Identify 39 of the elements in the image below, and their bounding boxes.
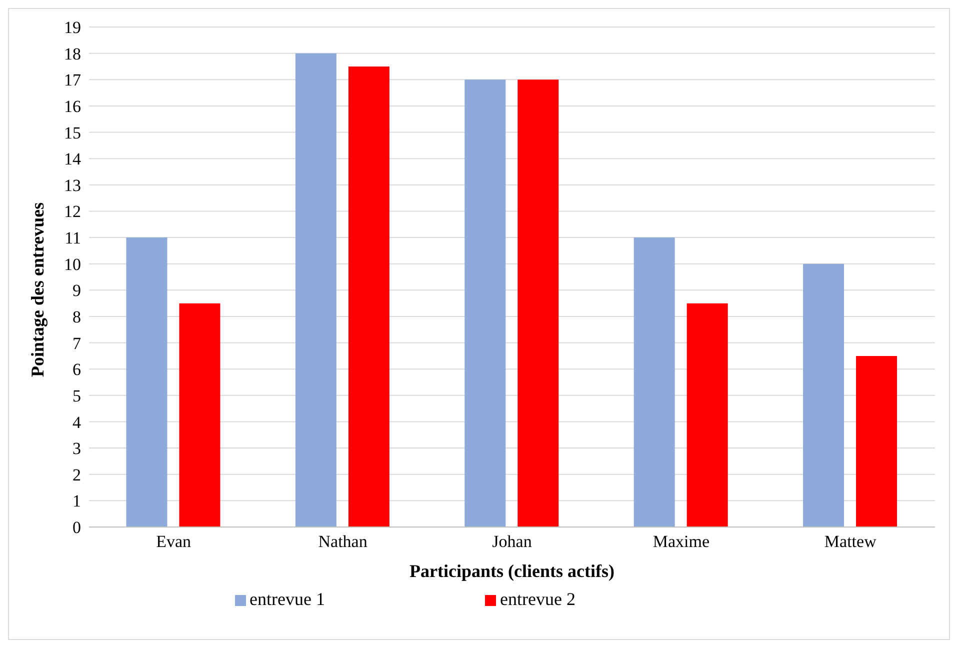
y-tick-label: 7 bbox=[72, 334, 82, 353]
y-tick-label: 18 bbox=[64, 44, 81, 64]
x-tick-label: Johan bbox=[492, 532, 532, 552]
y-tick-label: 14 bbox=[64, 150, 82, 169]
y-axis-title: Pointage des entrevues bbox=[27, 202, 48, 377]
bar bbox=[348, 66, 390, 527]
legend-label: entrevue 2 bbox=[500, 589, 576, 609]
x-axis-title: Participants (clients actifs) bbox=[410, 561, 614, 581]
y-tick-label: 8 bbox=[72, 308, 81, 327]
x-tick-label: Evan bbox=[156, 532, 192, 552]
y-tick-label: 10 bbox=[64, 254, 81, 274]
x-tick-label: Nathan bbox=[318, 532, 368, 552]
y-tick-label: 6 bbox=[72, 360, 81, 380]
bar bbox=[686, 303, 728, 527]
y-tick-label: 3 bbox=[72, 439, 81, 458]
y-tick-label: 5 bbox=[72, 386, 81, 406]
bar bbox=[464, 80, 506, 527]
y-tick-label: 19 bbox=[64, 18, 81, 38]
bar bbox=[803, 264, 844, 527]
y-tick-label: 17 bbox=[64, 70, 82, 90]
y-tick-label: 2 bbox=[72, 465, 81, 484]
legend-label: entrevue 1 bbox=[250, 589, 325, 609]
bar bbox=[634, 238, 675, 527]
y-tick-label: 15 bbox=[64, 123, 81, 142]
y-tick-label: 1 bbox=[72, 492, 81, 511]
y-tick-label: 4 bbox=[72, 412, 82, 432]
bar bbox=[126, 238, 168, 527]
bar bbox=[856, 356, 898, 527]
y-tick-label: 0 bbox=[72, 518, 81, 538]
x-tick-label: Maxime bbox=[652, 532, 710, 552]
bar bbox=[295, 53, 336, 527]
y-tick-label: 12 bbox=[64, 202, 81, 222]
y-tick-label: 16 bbox=[64, 96, 81, 116]
x-tick-label: Mattew bbox=[824, 532, 878, 552]
bar bbox=[179, 303, 220, 527]
y-tick-label: 11 bbox=[64, 228, 81, 248]
y-tick-label: 9 bbox=[72, 281, 81, 300]
bar bbox=[518, 80, 559, 527]
y-tick-label: 13 bbox=[64, 176, 81, 195]
